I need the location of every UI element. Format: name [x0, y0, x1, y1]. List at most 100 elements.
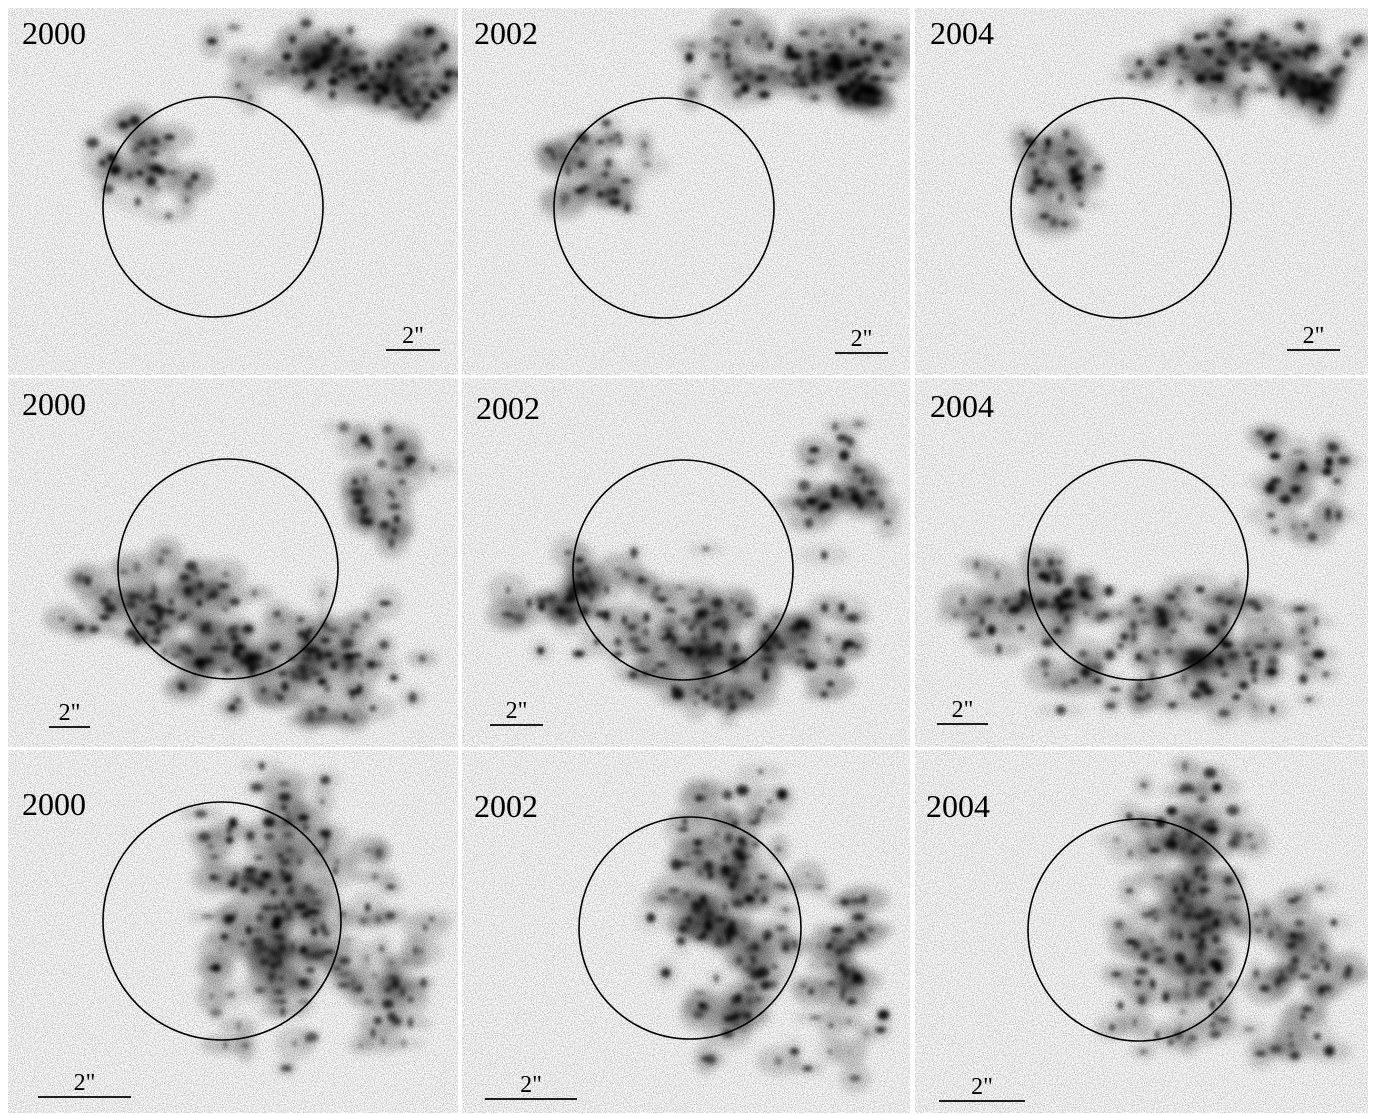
haze [1063, 167, 1084, 193]
haze [87, 610, 123, 625]
haze [408, 85, 429, 120]
haze [1186, 927, 1204, 944]
haze [218, 593, 252, 611]
haze [316, 64, 353, 80]
haze [1078, 568, 1099, 589]
haze [174, 162, 215, 192]
scale-label: 2" [74, 1070, 96, 1096]
haze [1029, 205, 1078, 240]
haze [262, 913, 292, 934]
haze [225, 631, 245, 646]
haze [636, 903, 666, 932]
haze [376, 520, 412, 542]
haze [757, 919, 778, 952]
haze [1084, 611, 1115, 624]
haze [530, 640, 552, 662]
haze [688, 543, 725, 555]
haze [1135, 978, 1170, 991]
haze [1171, 897, 1212, 920]
scale-label: 2" [59, 700, 81, 726]
haze [700, 906, 718, 940]
haze [311, 579, 333, 609]
haze [875, 1005, 892, 1024]
haze [721, 776, 764, 804]
haze [351, 464, 380, 496]
haze [683, 684, 714, 699]
haze [298, 945, 322, 965]
year-label: 2000 [22, 786, 86, 822]
year-label: 2004 [926, 788, 990, 824]
haze [837, 612, 871, 625]
year-label: 2002 [474, 15, 538, 51]
haze [1321, 508, 1357, 523]
scale-label: 2" [1303, 323, 1325, 349]
haze [1177, 1031, 1198, 1056]
haze [1177, 835, 1213, 868]
haze [703, 41, 728, 71]
haze [697, 816, 737, 852]
haze [303, 1031, 321, 1043]
haze [1043, 136, 1095, 163]
haze [1207, 20, 1238, 48]
haze [1274, 905, 1325, 941]
haze [713, 681, 748, 714]
image-panel: 20042" [915, 750, 1373, 1113]
haze [1127, 607, 1163, 639]
haze [179, 807, 222, 822]
scale-label: 2" [402, 323, 424, 349]
haze [746, 802, 778, 817]
year-label: 2002 [476, 390, 540, 426]
haze [412, 976, 434, 990]
haze [697, 1051, 725, 1067]
scale-label: 2" [506, 698, 528, 724]
haze [211, 820, 248, 840]
haze [1279, 602, 1318, 617]
haze [1135, 866, 1182, 889]
image-panel: 2002 2" [462, 7, 950, 375]
haze [767, 608, 787, 627]
haze [99, 560, 149, 585]
year-label: 2000 [22, 15, 86, 51]
haze [790, 860, 825, 890]
haze [356, 1019, 391, 1047]
haze [1225, 833, 1242, 854]
scale-label: 2" [851, 326, 873, 352]
haze [737, 763, 785, 781]
haze [1316, 433, 1343, 458]
haze [1314, 960, 1340, 975]
haze [263, 600, 292, 628]
haze [840, 967, 873, 987]
haze [600, 154, 618, 172]
haze [1217, 684, 1256, 710]
haze [818, 627, 839, 653]
haze [1043, 547, 1059, 577]
haze [224, 21, 243, 33]
haze [1036, 656, 1054, 672]
haze [226, 69, 251, 102]
image-panel: 2002 2" [462, 378, 910, 747]
haze [262, 42, 311, 71]
page: {"panels": [ {"year": "2000", "scale_lab… [0, 0, 1374, 1115]
image-panel: 20042" [915, 378, 1368, 747]
haze [487, 574, 528, 607]
haze [803, 19, 842, 46]
haze [581, 628, 613, 657]
haze [847, 62, 883, 84]
haze [312, 647, 345, 663]
haze [1101, 964, 1131, 985]
haze [1296, 694, 1322, 706]
haze [772, 903, 799, 915]
haze [337, 618, 366, 647]
haze [1098, 638, 1142, 654]
haze [65, 567, 95, 589]
haze [751, 861, 775, 893]
haze [807, 595, 842, 620]
haze [1139, 902, 1169, 921]
haze [407, 651, 438, 667]
haze [289, 611, 313, 629]
haze [1097, 585, 1121, 597]
haze [679, 76, 703, 111]
haze [1130, 1045, 1157, 1058]
haze [633, 580, 682, 597]
haze [711, 7, 762, 39]
